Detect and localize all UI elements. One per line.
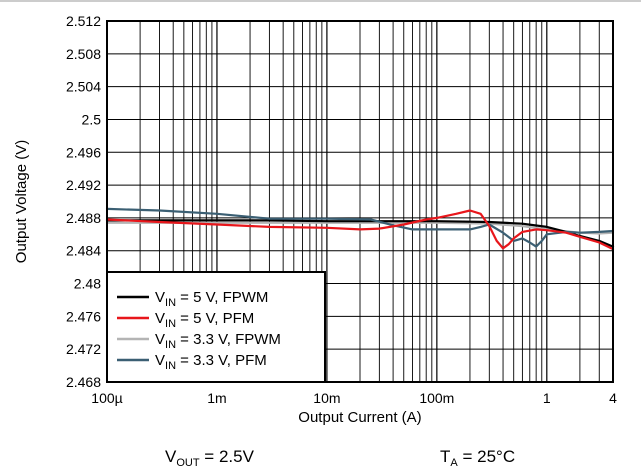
x-axis-label: Output Current (A)	[298, 409, 421, 426]
y-tick-labels: 2.468 2.472 2.476 2.48 2.484 2.488 2.492 2.496 2…	[66, 13, 101, 390]
plot-frame	[106, 20, 614, 383]
x-tick-label: 100µ	[91, 390, 122, 406]
x-tick-labels: 100µ 1m 10m 100m 1 4	[91, 390, 617, 406]
x-tick-label: 1m	[207, 390, 226, 406]
x-tick-label: 4	[609, 390, 617, 406]
x-tick-label: 10m	[313, 390, 340, 406]
y-tick-label: 2.468	[66, 374, 101, 390]
x-tick-label: 1	[543, 390, 551, 406]
legend-label: VIN = 3.3 V, PFM	[155, 352, 267, 372]
y-tick-label: 2.504	[66, 79, 101, 95]
x-tick-label: 100m	[419, 390, 454, 406]
y-tick-label: 2.5	[82, 111, 102, 127]
y-tick-label: 2.48	[74, 276, 101, 292]
legend-label: VIN = 3.3 V, FPWM	[155, 331, 281, 351]
legend-box	[106, 271, 326, 383]
vout-condition: VOUT = 2.5V	[165, 447, 255, 469]
y-axis-label: Output Voltage (V)	[13, 140, 30, 263]
series-lines	[105, 207, 615, 251]
y-tick-label: 2.492	[66, 177, 101, 193]
y-tick-label: 2.484	[66, 243, 101, 259]
y-tick-label: 2.472	[66, 341, 101, 357]
legend-label: VIN = 5 V, FPWM	[155, 289, 268, 309]
y-tick-label: 2.488	[66, 210, 101, 226]
y-tick-label: 2.496	[66, 144, 101, 160]
y-tick-label: 2.508	[66, 46, 101, 62]
legend-label: VIN = 5 V, PFM	[155, 310, 254, 330]
y-tick-label: 2.512	[66, 13, 101, 29]
y-tick-label: 2.476	[66, 308, 101, 324]
series-line	[105, 209, 615, 251]
ta-condition: TA = 25°C	[440, 447, 515, 469]
